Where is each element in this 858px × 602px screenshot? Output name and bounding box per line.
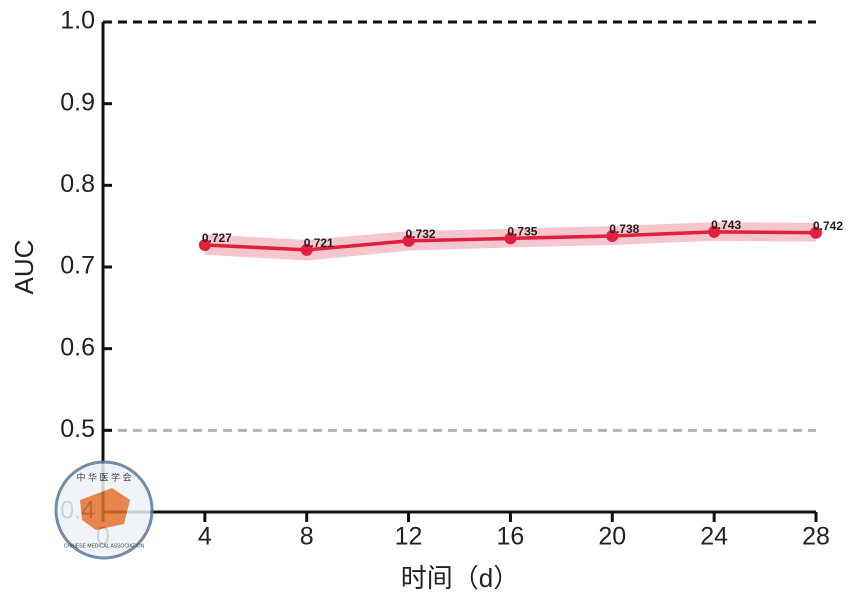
- data-point: [606, 229, 619, 242]
- y-tick-label: 0.6: [60, 333, 95, 361]
- data-point: [810, 226, 822, 239]
- logo-text: 中 华 医 学 会: [76, 471, 131, 482]
- x-tick-label: 16: [497, 523, 525, 551]
- data-label: 0.732: [406, 227, 436, 241]
- data-label: 0.743: [711, 218, 741, 232]
- x-tick-label: 20: [598, 523, 626, 551]
- data-point: [504, 232, 517, 245]
- data-label: 0.742: [813, 219, 843, 233]
- data-label: 0.738: [609, 222, 639, 236]
- data-point: [198, 238, 211, 251]
- watermark-logo: 中 华 医 学 会 CHINESE MEDICAL ASSOCIATION: [54, 460, 154, 560]
- data-point: [300, 243, 313, 256]
- x-tick-label: 28: [802, 523, 830, 551]
- data-label: 0.727: [202, 231, 232, 245]
- data-label: 0.721: [304, 236, 334, 250]
- data-point: [402, 234, 415, 247]
- y-tick-label: 0.7: [60, 252, 95, 280]
- y-axis-label: AUC: [9, 240, 39, 295]
- y-tick-label: 0.8: [60, 170, 95, 198]
- logo-text: CHINESE MEDICAL ASSOCIATION: [64, 543, 145, 549]
- x-tick-label: 8: [300, 523, 314, 551]
- y-tick-label: 1.0: [60, 7, 95, 35]
- data-point: [708, 225, 721, 238]
- data-label: 0.735: [507, 225, 537, 239]
- y-tick-label: 0.5: [60, 415, 95, 443]
- x-axis-label: 时间（d）: [401, 563, 519, 593]
- x-tick-label: 12: [395, 523, 423, 551]
- logo-map: [80, 488, 130, 530]
- y-tick-label: 0.9: [60, 88, 95, 116]
- x-tick-label: 24: [700, 523, 728, 551]
- x-tick-label: 4: [198, 523, 212, 551]
